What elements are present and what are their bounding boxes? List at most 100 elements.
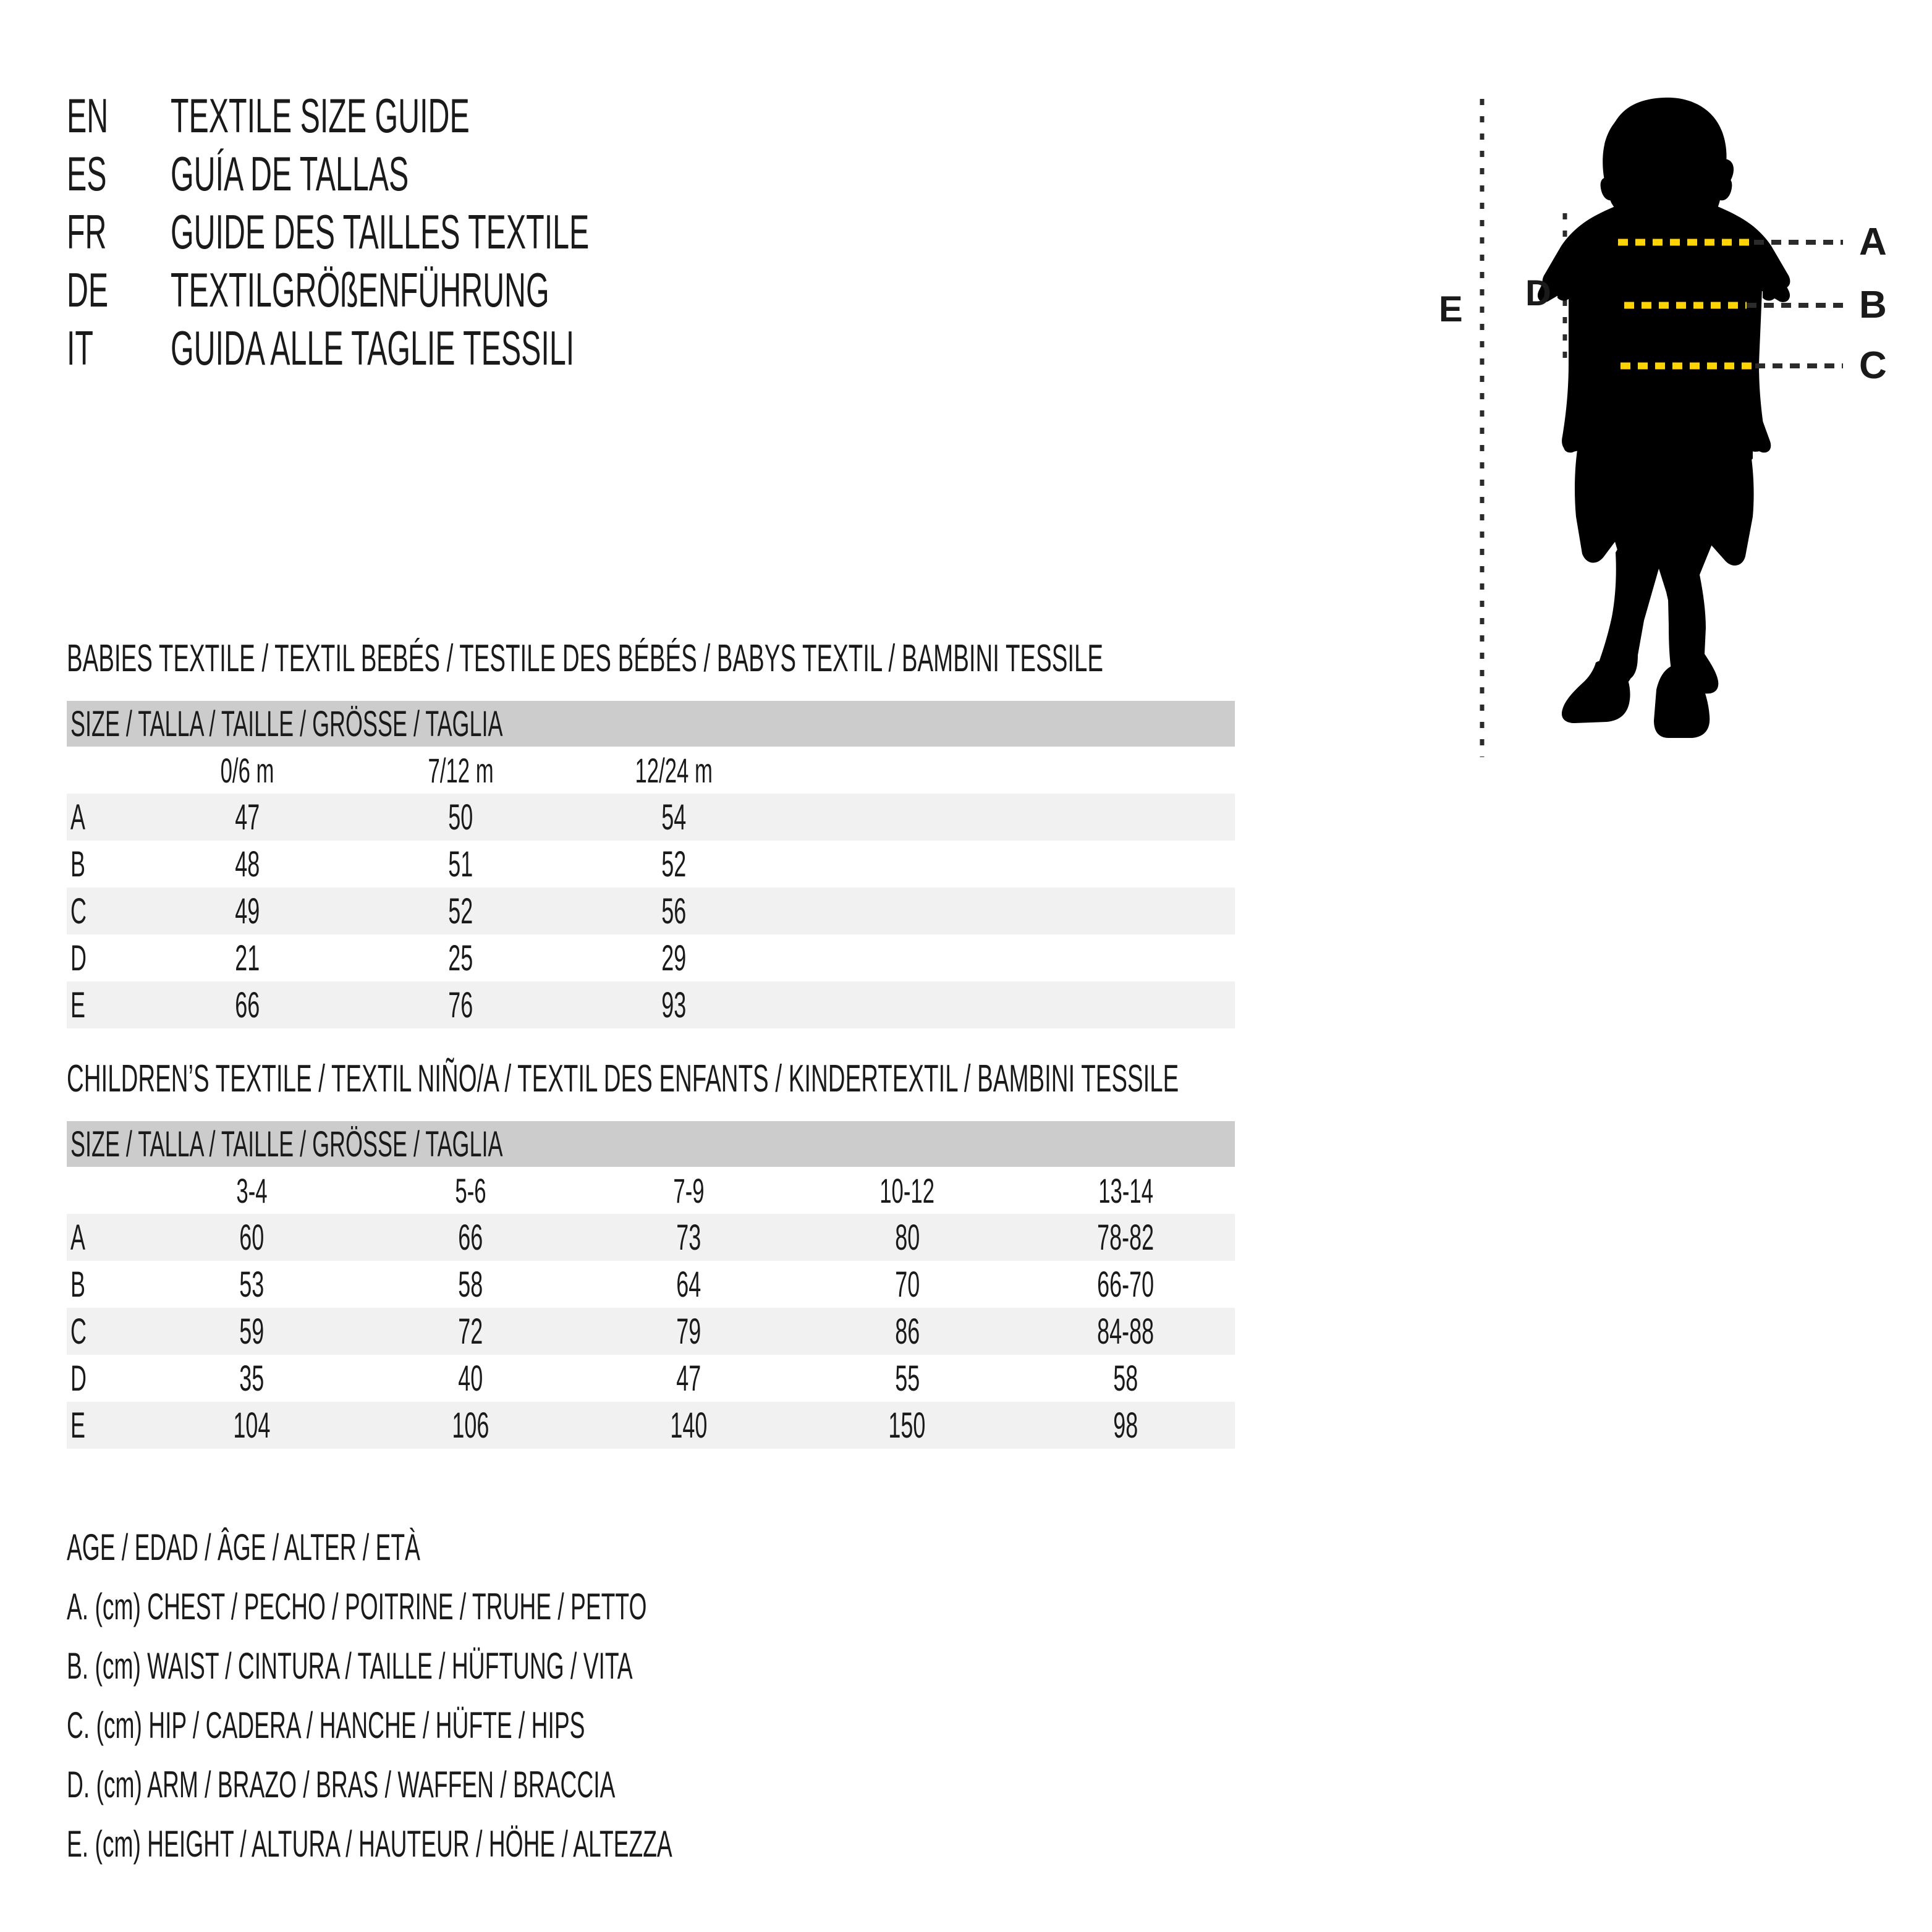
language-title-it: GUIDA ALLE TAGLIE TESSILI <box>171 320 932 376</box>
babies-cell-2-1: 52 <box>354 888 567 934</box>
babies-cell-0-0: 47 <box>141 794 354 841</box>
babies-row-label-3-text: D <box>70 938 87 978</box>
table-row: D 35 40 47 55 58 <box>67 1355 1235 1402</box>
children-cell-1-1: 58 <box>361 1261 579 1308</box>
children-cell-0-1: 66 <box>361 1214 579 1261</box>
babies-cell-2-1-text: 52 <box>448 891 473 931</box>
babies-corner-cell <box>67 747 141 794</box>
children-row-label-3-text: D <box>70 1358 87 1399</box>
language-code-it-text: IT <box>67 320 93 375</box>
language-title-es-text: GUÍA DE TALLAS <box>171 146 409 201</box>
babies-cell-1-2-text: 52 <box>661 844 687 884</box>
language-title-block: EN TEXTILE SIZE GUIDE ES GUÍA DE TALLAS … <box>67 87 932 377</box>
babies-col-header-0: 0/6 m <box>141 747 354 794</box>
babies-cell-3-1-text: 25 <box>448 938 473 978</box>
children-col-header-1-text: 5-6 <box>454 1171 486 1210</box>
children-cell-4-1: 106 <box>361 1402 579 1449</box>
babies-col-header-2-text: 12/24 m <box>635 750 713 790</box>
language-title-it-text: GUIDA ALLE TAGLIE TESSILI <box>171 320 575 375</box>
measure-label-c: C <box>1859 344 1887 387</box>
table-row: C 59 72 79 86 84-88 <box>67 1308 1235 1355</box>
babies-size-table: SIZE / TALLA / TAILLE / GRÖSSE / TAGLIA … <box>67 701 1235 1028</box>
babies-col-header-spacer <box>781 747 1235 794</box>
babies-cell-0-1: 50 <box>354 794 567 841</box>
children-cell-0-3-text: 80 <box>894 1217 920 1258</box>
table-row: A 60 66 73 80 78-82 <box>67 1214 1235 1261</box>
children-column-header-row: 3-4 5-6 7-9 10-12 13-14 <box>67 1167 1235 1214</box>
children-cell-4-0: 104 <box>143 1402 361 1449</box>
language-row-en: EN TEXTILE SIZE GUIDE <box>67 87 932 145</box>
babies-row-label-0: A <box>67 794 141 841</box>
babies-cell-2-2-text: 56 <box>661 891 687 931</box>
babies-row-label-2: C <box>67 888 141 934</box>
children-cell-2-3-text: 86 <box>894 1311 920 1352</box>
children-cell-1-2-text: 64 <box>676 1264 701 1305</box>
child-silhouette <box>1537 97 1790 738</box>
children-cell-3-0-text: 35 <box>239 1358 265 1399</box>
babies-row-label-4: E <box>67 981 141 1028</box>
babies-row-label-3: D <box>67 934 141 981</box>
babies-cell-2-spacer <box>781 888 1235 934</box>
legend-item-e-text: E. (cm) HEIGHT / ALTURA / HAUTEUR / HÖHE… <box>67 1823 672 1865</box>
babies-cell-4-1: 76 <box>354 981 567 1028</box>
babies-cell-0-1-text: 50 <box>448 797 473 837</box>
children-col-header-2-text: 7-9 <box>673 1171 705 1210</box>
children-col-header-4: 13-14 <box>1016 1167 1235 1214</box>
legend-item-a: A. (cm) CHEST / PECHO / POITRINE / TRUHE… <box>67 1577 1179 1636</box>
babies-cell-3-2-text: 29 <box>661 938 687 978</box>
babies-cell-4-2: 93 <box>567 981 781 1028</box>
language-code-it: IT <box>67 320 171 376</box>
children-row-label-0-text: A <box>70 1217 85 1258</box>
babies-section-title-text: BABIES TEXTILE / TEXTIL BEBÉS / TESTILE … <box>67 637 1104 680</box>
children-size-header-text: SIZE / TALLA / TAILLE / GRÖSSE / TAGLIA <box>70 1124 503 1164</box>
children-cell-4-0-text: 104 <box>233 1405 271 1446</box>
children-size-table: SIZE / TALLA / TAILLE / GRÖSSE / TAGLIA … <box>67 1121 1235 1449</box>
babies-cell-0-2-text: 54 <box>661 797 687 837</box>
children-cell-1-3-text: 70 <box>894 1264 920 1305</box>
children-cell-0-1-text: 66 <box>458 1217 483 1258</box>
babies-column-header-row: 0/6 m 7/12 m 12/24 m <box>67 747 1235 794</box>
children-cell-2-4-text: 84-88 <box>1097 1311 1155 1352</box>
children-table-header-bar: SIZE / TALLA / TAILLE / GRÖSSE / TAGLIA <box>67 1121 1235 1167</box>
children-cell-2-1-text: 72 <box>458 1311 483 1352</box>
children-cell-1-4-text: 66-70 <box>1097 1264 1155 1305</box>
children-cell-0-2-text: 73 <box>676 1217 701 1258</box>
children-section-title-text: CHILDREN’S TEXTILE / TEXTIL NIÑO/A / TEX… <box>67 1057 1179 1100</box>
children-cell-4-2-text: 140 <box>670 1405 708 1446</box>
babies-cell-0-2: 54 <box>567 794 781 841</box>
language-code-fr: FR <box>67 204 171 260</box>
babies-cell-3-0-text: 21 <box>235 938 260 978</box>
language-title-en-text: TEXTILE SIZE GUIDE <box>171 88 470 143</box>
language-title-fr-text: GUIDE DES TAILLES TEXTILE <box>171 204 590 259</box>
measurement-figure-diagram: A B C D E <box>1409 80 1916 766</box>
babies-col-header-2: 12/24 m <box>567 747 781 794</box>
children-cell-3-0: 35 <box>143 1355 361 1402</box>
babies-cell-4-0-text: 66 <box>235 985 260 1025</box>
children-cell-4-3: 150 <box>798 1402 1016 1449</box>
children-cell-2-0: 59 <box>143 1308 361 1355</box>
children-row-label-1-text: B <box>70 1264 85 1305</box>
children-cell-2-0-text: 59 <box>239 1311 265 1352</box>
children-cell-2-2-text: 79 <box>676 1311 701 1352</box>
legend-item-c-text: C. (cm) HIP / CADERA / HANCHE / HÜFTE / … <box>67 1704 585 1746</box>
babies-row-label-1: B <box>67 841 141 888</box>
children-cell-1-1-text: 58 <box>458 1264 483 1305</box>
table-row: B 53 58 64 70 66-70 <box>67 1261 1235 1308</box>
children-cell-0-4-text: 78-82 <box>1097 1217 1155 1258</box>
children-cell-2-4: 84-88 <box>1016 1308 1235 1355</box>
children-col-header-0: 3-4 <box>143 1167 361 1214</box>
children-col-header-3: 10-12 <box>798 1167 1016 1214</box>
babies-cell-2-2: 56 <box>567 888 781 934</box>
language-row-de: DE TEXTILGRÖßENFÜHRUNG <box>67 261 932 319</box>
language-code-es: ES <box>67 146 171 202</box>
children-cell-3-1-text: 40 <box>458 1358 483 1399</box>
babies-cell-3-2: 29 <box>567 934 781 981</box>
children-cell-1-0: 53 <box>143 1261 361 1308</box>
babies-cell-1-2: 52 <box>567 841 781 888</box>
legend-item-c: C. (cm) HIP / CADERA / HANCHE / HÜFTE / … <box>67 1695 1179 1755</box>
babies-cell-1-0-text: 48 <box>235 844 260 884</box>
legend-item-b: B. (cm) WAIST / CINTURA / TAILLE / HÜFTU… <box>67 1636 1179 1695</box>
babies-cell-1-0: 48 <box>141 841 354 888</box>
babies-row-label-4-text: E <box>70 985 85 1025</box>
babies-col-header-0-text: 0/6 m <box>221 750 274 790</box>
